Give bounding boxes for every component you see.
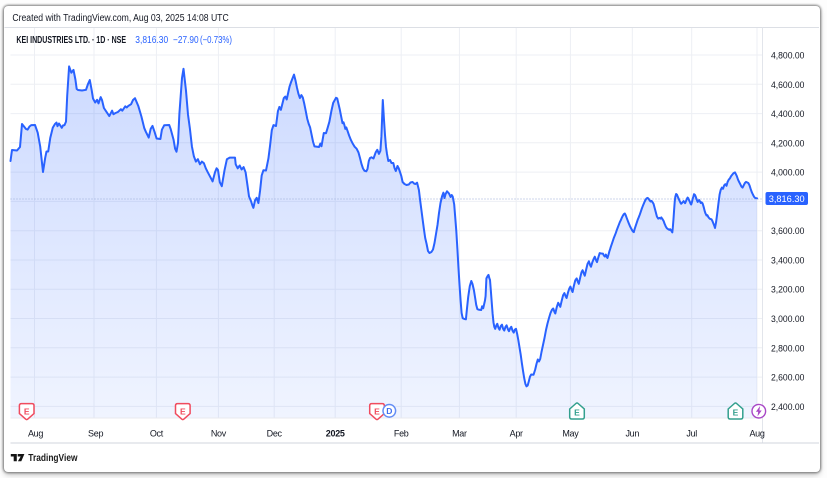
svg-text:Mar: Mar: [452, 429, 467, 439]
svg-text:3,816.30: 3,816.30: [769, 194, 805, 205]
svg-text:3,816.30: 3,816.30: [135, 35, 168, 46]
svg-text:E: E: [733, 407, 739, 417]
svg-text:4,800.00: 4,800.00: [771, 51, 804, 62]
svg-text:E: E: [574, 407, 580, 417]
svg-text:Feb: Feb: [394, 429, 409, 439]
svg-text:Oct: Oct: [150, 429, 164, 439]
svg-text:3,000.00: 3,000.00: [771, 314, 804, 325]
svg-text:TradingView: TradingView: [28, 453, 78, 464]
svg-text:Created with TradingView.com,: Created with TradingView.com, Aug 03, 20…: [12, 13, 228, 24]
svg-text:Jul: Jul: [686, 429, 697, 439]
svg-text:2025: 2025: [326, 429, 345, 439]
svg-text:3,400.00: 3,400.00: [771, 256, 804, 267]
svg-text:Nov: Nov: [211, 429, 227, 439]
svg-text:Sep: Sep: [88, 429, 103, 439]
svg-text:E: E: [24, 407, 30, 417]
svg-text:KEI INDUSTRIES LTD. · 1D · NSE: KEI INDUSTRIES LTD. · 1D · NSE: [16, 35, 126, 46]
svg-text:4,200.00: 4,200.00: [771, 138, 804, 149]
svg-text:4,000.00: 4,000.00: [771, 168, 804, 179]
svg-text:−27.90: −27.90: [173, 35, 199, 46]
svg-text:2,600.00: 2,600.00: [771, 373, 804, 384]
svg-text:3,600.00: 3,600.00: [771, 226, 804, 237]
svg-text:3,200.00: 3,200.00: [771, 285, 804, 296]
svg-text:2,400.00: 2,400.00: [771, 402, 804, 413]
svg-text:E: E: [180, 407, 186, 417]
svg-text:Aug: Aug: [749, 429, 764, 439]
svg-text:2,800.00: 2,800.00: [771, 343, 804, 354]
svg-text:Dec: Dec: [267, 429, 283, 439]
svg-text:Jun: Jun: [625, 429, 639, 439]
svg-text:(−0.73%): (−0.73%): [200, 35, 232, 46]
svg-text:D: D: [386, 406, 392, 416]
svg-text:May: May: [562, 429, 579, 439]
svg-text:4,600.00: 4,600.00: [771, 80, 804, 91]
svg-text:Apr: Apr: [510, 429, 523, 439]
svg-text:4,400.00: 4,400.00: [771, 109, 804, 120]
svg-text:E: E: [374, 407, 380, 417]
svg-text:Aug: Aug: [28, 429, 43, 439]
